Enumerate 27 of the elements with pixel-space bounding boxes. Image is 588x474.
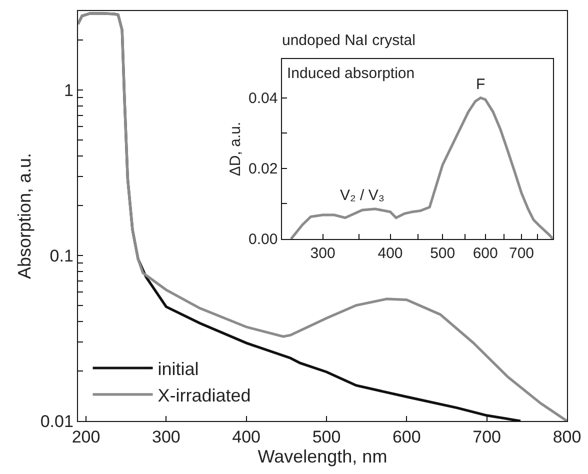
legend-label: initial <box>158 359 199 380</box>
y-tick-label: 1 <box>64 80 74 100</box>
chart-title: undoped NaI crystal <box>282 32 416 49</box>
x-tick-label: 500 <box>430 245 456 262</box>
y-tick-label: 0.02 <box>248 160 278 178</box>
x-tick-label: 800 <box>552 428 582 447</box>
y-axis-title: ΔD, a.u. <box>226 122 244 176</box>
y-axis-title: Absorption, a.u. <box>14 152 35 280</box>
x-tick-label: 400 <box>232 428 261 447</box>
x-tick-label: 300 <box>310 245 336 262</box>
x-tick-label: 700 <box>508 245 534 262</box>
annotation: F <box>476 76 486 93</box>
x-tick-label: 700 <box>472 428 502 447</box>
x-tick-label: 500 <box>312 428 341 447</box>
x-tick-label: 400 <box>378 245 403 262</box>
x-tick-label: 600 <box>392 428 421 447</box>
x-tick-label: 300 <box>152 428 180 447</box>
x-axis-title: Wavelength, nm <box>258 446 388 467</box>
x-tick-label: 600 <box>472 245 498 262</box>
legend-label: X-irradiated <box>158 385 251 406</box>
y-tick-label: 0.04 <box>248 90 278 108</box>
x-tick-label: 200 <box>72 428 100 447</box>
y-tick-label: 0.00 <box>248 231 278 248</box>
y-tick-label: 0.1 <box>50 246 74 266</box>
annotation: V₂ / V₃ <box>340 187 384 204</box>
y-tick-label: 0.01 <box>40 412 74 431</box>
annotation: Induced absorption <box>287 65 415 82</box>
